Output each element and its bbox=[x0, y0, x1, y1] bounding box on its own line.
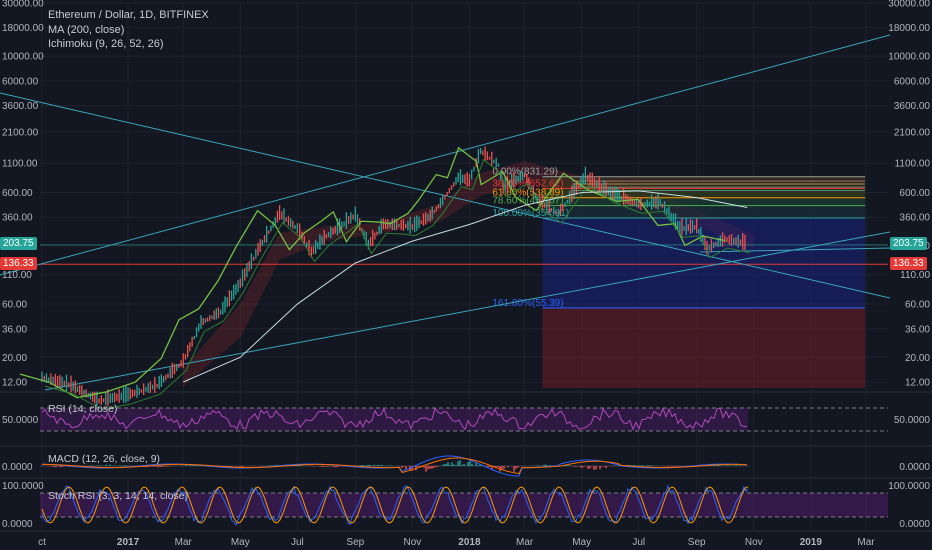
stoch-rsi-title[interactable]: Stoch RSI (3, 3, 14, 14, close) bbox=[48, 490, 189, 502]
stoch-top-right: 100.0000 bbox=[888, 481, 930, 492]
stoch-bottom-right: 0.0000 bbox=[899, 519, 930, 530]
ma-200-line bbox=[183, 190, 748, 383]
x-tick: Sep bbox=[688, 537, 706, 548]
x-tick: Nov bbox=[403, 537, 421, 548]
y-tick-left: 3600.00 bbox=[2, 101, 39, 112]
x-tick: 2018 bbox=[458, 537, 481, 548]
y-tick-left: 20.00 bbox=[2, 353, 27, 364]
y-tick-right: 18000.00 bbox=[888, 23, 930, 34]
rsi-title[interactable]: RSI (14, close) bbox=[48, 403, 118, 415]
x-tick: Mar bbox=[516, 537, 534, 548]
rsi-level-right: 50.0000 bbox=[894, 415, 931, 426]
x-tick: ct bbox=[38, 537, 46, 548]
y-tick-left: 18000.00 bbox=[2, 23, 44, 34]
stoch-d-line bbox=[41, 486, 749, 524]
x-tick: Mar bbox=[175, 537, 193, 548]
y-tick-right: 6000.00 bbox=[894, 76, 931, 87]
fib-level-label: 0.00%(831.29) bbox=[492, 167, 558, 178]
stoch-bottom-left: 0.0000 bbox=[2, 519, 33, 530]
trendline bbox=[0, 34, 891, 276]
fib-level-label: 61.80%(538.89) bbox=[492, 188, 563, 199]
x-tick: Mar bbox=[857, 537, 875, 548]
x-tick: May bbox=[572, 537, 591, 548]
fib-band bbox=[542, 188, 865, 198]
chart-legend: Ethereum / Dollar, 1D, BITFINEX MA (200,… bbox=[48, 8, 209, 52]
y-tick-left: 6000.00 bbox=[2, 76, 39, 87]
stoch-top-left: 100.0000 bbox=[2, 481, 44, 492]
y-tick-right: 12.00 bbox=[905, 378, 930, 389]
stoch-band bbox=[40, 493, 888, 517]
fib-band bbox=[542, 205, 865, 219]
y-tick-left: 12.00 bbox=[2, 378, 27, 389]
macd-title[interactable]: MACD (12, 26, close, 9) bbox=[48, 453, 161, 465]
trendline bbox=[44, 231, 891, 391]
fib-level-label: 100.00%(354.01) bbox=[492, 208, 569, 219]
level-price-tag-left: 136.33 bbox=[0, 257, 37, 270]
y-tick-left: 1100.00 bbox=[2, 159, 38, 170]
fib-zone-blue bbox=[542, 218, 865, 308]
y-tick-right: 60.00 bbox=[905, 300, 930, 311]
y-tick-right: 3600.00 bbox=[894, 101, 931, 112]
y-tick-left: 36.00 bbox=[2, 324, 27, 335]
x-tick: 2017 bbox=[117, 537, 140, 548]
symbol-title[interactable]: Ethereum / Dollar, 1D, BITFINEX bbox=[48, 9, 209, 21]
fib-band bbox=[542, 176, 865, 189]
indicator-ichimoku-label[interactable]: Ichimoku (9, 26, 52, 26) bbox=[48, 38, 164, 50]
fib-zone-red bbox=[542, 307, 865, 388]
macd-level-left: 0.0000 bbox=[2, 462, 33, 473]
y-tick-left: 60.00 bbox=[2, 300, 27, 311]
y-tick-right: 600.00 bbox=[899, 188, 930, 199]
level-price-tag-right: 136.33 bbox=[890, 257, 927, 270]
fib-band bbox=[542, 197, 865, 206]
y-tick-right: 20.00 bbox=[905, 353, 930, 364]
fib-level-label: 161.80%(55.39) bbox=[492, 298, 563, 309]
fib-level-label: 78.60%(457.67) bbox=[492, 196, 563, 207]
y-tick-right: 2100.00 bbox=[894, 127, 931, 138]
indicator-ma-label[interactable]: MA (200, close) bbox=[48, 23, 125, 36]
rsi-line bbox=[41, 406, 748, 431]
ichimoku-conversion-line bbox=[44, 158, 751, 411]
trendline bbox=[699, 247, 891, 253]
y-tick-right: 1100.00 bbox=[895, 159, 931, 170]
current-price-tag-left: 203.75 bbox=[0, 237, 37, 250]
x-tick: Nov bbox=[745, 537, 763, 548]
y-tick-right: 30000.00 bbox=[888, 0, 930, 10]
y-tick-left: 2100.00 bbox=[2, 127, 39, 138]
trendlines bbox=[0, 34, 891, 391]
y-tick-right: 10000.00 bbox=[888, 52, 930, 63]
macd-level-right: 0.0000 bbox=[899, 462, 930, 473]
rsi-band bbox=[40, 408, 748, 431]
x-tick: May bbox=[231, 537, 250, 548]
y-tick-left: 30000.00 bbox=[2, 0, 44, 10]
price-series bbox=[19, 146, 751, 411]
x-tick: Jul bbox=[291, 537, 304, 548]
y-tick-left: 10000.00 bbox=[2, 52, 44, 63]
y-tick-right: 110.00 bbox=[900, 270, 930, 281]
y-tick-left: 360.00 bbox=[2, 213, 33, 224]
y-tick-right: 360.00 bbox=[899, 213, 930, 224]
y-tick-left: 110.00 bbox=[2, 270, 32, 281]
x-tick: Jul bbox=[632, 537, 645, 548]
y-tick-left: 600.00 bbox=[2, 188, 33, 199]
y-tick-right: 36.00 bbox=[905, 324, 930, 335]
x-tick: 2019 bbox=[800, 537, 823, 548]
indicator-panes: 50.0000 50.0000 0.0000 0.0000 100.0000 100.00… bbox=[2, 406, 931, 530]
current-price-tag-right: 203.75 bbox=[890, 237, 927, 250]
rsi-level-left: 50.0000 bbox=[2, 415, 39, 426]
macd-signal-line bbox=[41, 457, 748, 475]
fib-retracement: 0.00%(831.29)38.20%(652.62)61.80%(538.89… bbox=[492, 167, 865, 388]
x-tick: Sep bbox=[346, 537, 364, 548]
